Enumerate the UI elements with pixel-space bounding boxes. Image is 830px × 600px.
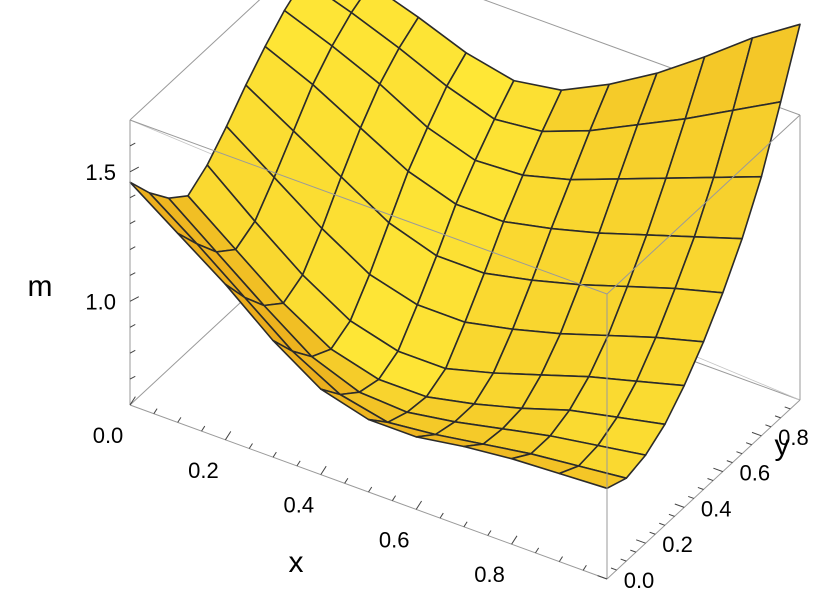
bounding-box-front-edges <box>129 114 801 580</box>
x-minor-tick <box>487 530 492 536</box>
box-edge <box>606 114 801 295</box>
y-minor-tick <box>707 478 714 482</box>
z-minor-tick <box>129 272 136 276</box>
x-minor-tick <box>582 564 587 571</box>
y-tick-label: 0.2 <box>662 532 693 557</box>
box-edge <box>129 0 261 121</box>
x-minor-tick <box>368 486 373 493</box>
x-tick-label: 0.2 <box>188 458 219 483</box>
x-tick-label: 0.8 <box>474 562 505 587</box>
y-minor-tick <box>784 406 791 410</box>
y-tick-label: 0.6 <box>740 461 771 486</box>
x-minor-tick <box>272 451 277 458</box>
y-minor-tick <box>726 460 733 464</box>
x-minor-tick <box>153 408 158 414</box>
surface-patch <box>558 465 628 490</box>
x-minor-tick <box>558 556 563 562</box>
y-minor-tick <box>659 522 666 526</box>
y-minor-tick <box>630 549 637 553</box>
z-minor-tick <box>129 246 136 250</box>
x-tick-label: 0.0 <box>93 423 124 448</box>
x-minor-tick <box>296 460 301 467</box>
z-minor-tick <box>129 349 136 354</box>
y-major-tick <box>713 467 723 473</box>
surface <box>129 0 801 490</box>
z-minor-tick <box>129 194 136 199</box>
x-major-tick <box>415 500 423 510</box>
y-major-tick <box>674 503 685 508</box>
x-tick-label: 0.4 <box>284 493 315 518</box>
y-major-tick <box>751 431 762 437</box>
y-minor-tick <box>668 513 675 517</box>
y-tick-label: 0.8 <box>778 425 809 450</box>
x-major-tick <box>511 535 518 545</box>
x-minor-tick <box>177 417 182 423</box>
y-tick-label: 0.0 <box>624 568 655 593</box>
z-minor-tick <box>129 375 136 380</box>
z-minor-tick <box>129 220 136 225</box>
z-minor-tick <box>129 142 136 147</box>
y-axis-title: y <box>775 429 790 462</box>
x-major-tick <box>129 396 136 406</box>
box-edge <box>129 119 608 295</box>
axis-ticks <box>129 142 791 580</box>
x-tick-label: 0.6 <box>379 527 410 552</box>
y-major-tick <box>597 575 608 580</box>
y-major-tick <box>636 539 646 544</box>
x-minor-tick <box>439 512 444 519</box>
y-minor-tick <box>774 415 781 419</box>
x-minor-tick <box>201 425 206 432</box>
x-minor-tick <box>463 521 468 528</box>
z-tick-label: 1.0 <box>85 289 116 314</box>
z-tick-label: 1.5 <box>85 160 116 185</box>
z-major-tick <box>129 166 140 173</box>
x-major-tick <box>224 431 232 441</box>
x-minor-tick <box>391 495 397 501</box>
x-axis-title: x <box>289 546 304 579</box>
x-minor-tick <box>344 477 349 484</box>
y-minor-tick <box>745 442 752 446</box>
z-axis-title: m <box>28 270 53 303</box>
x-major-tick <box>320 465 327 475</box>
y-tick-label: 0.4 <box>701 496 732 521</box>
z-minor-tick <box>129 324 136 328</box>
y-minor-tick <box>697 486 704 490</box>
y-minor-tick <box>688 495 695 499</box>
z-major-tick <box>129 296 140 302</box>
y-minor-tick <box>610 567 617 571</box>
y-minor-tick <box>736 451 743 455</box>
y-minor-tick <box>765 424 772 428</box>
y-minor-tick <box>649 531 656 535</box>
x-minor-tick <box>248 443 253 449</box>
y-minor-tick <box>620 558 627 562</box>
tick-labels: 0.0 0.2 0.4 0.6 0.8 0.0 0.2 0.4 0.6 0.8 1.0 1.5 <box>85 160 808 593</box>
x-minor-tick <box>535 547 540 554</box>
